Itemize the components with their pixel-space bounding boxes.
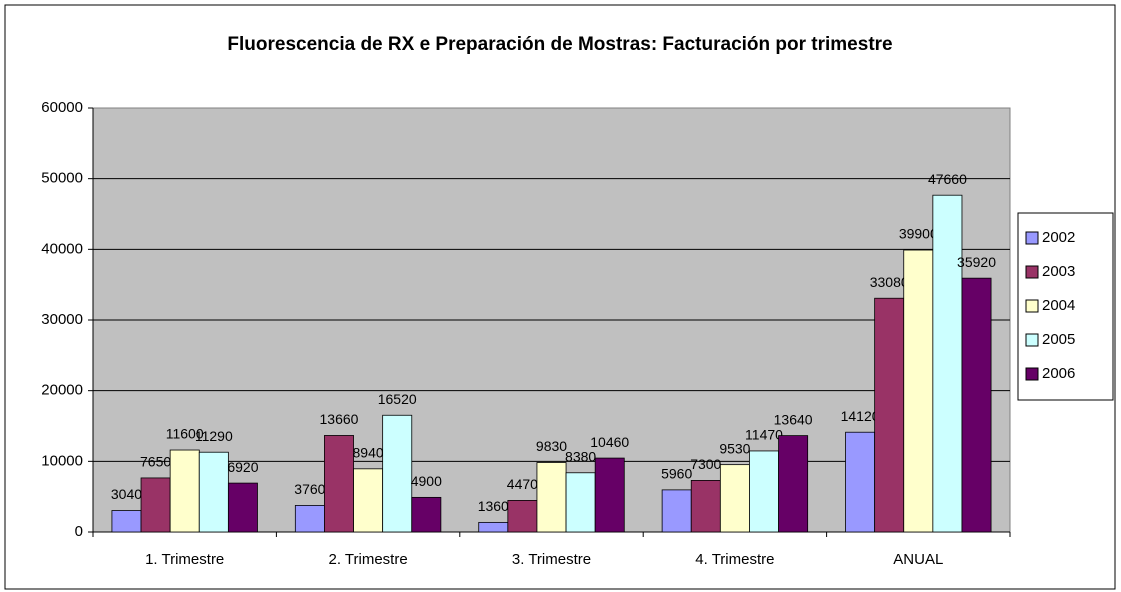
data-label: 3040	[111, 486, 142, 502]
legend-swatch	[1025, 367, 1039, 381]
y-tick-label: 30000	[41, 311, 83, 328]
legend-swatch	[1025, 231, 1039, 245]
legend-swatch	[1025, 265, 1039, 279]
bar	[169, 449, 200, 533]
data-label: 10460	[590, 434, 629, 450]
bar	[111, 510, 142, 533]
legend-label: 2005	[1042, 331, 1075, 348]
bar	[719, 464, 750, 533]
x-tick-label: 2. Trimestre	[329, 551, 408, 568]
bar	[294, 505, 325, 533]
bar	[227, 482, 258, 533]
data-label: 8380	[565, 448, 596, 464]
bar	[661, 489, 692, 533]
data-label: 9830	[536, 438, 567, 454]
data-label: 7300	[690, 456, 721, 472]
legend-swatch	[1025, 299, 1039, 313]
data-label: 8940	[353, 445, 384, 461]
x-tick-label: 1. Trimestre	[145, 551, 224, 568]
bar	[749, 450, 779, 533]
bar	[140, 477, 171, 533]
legend-label: 2003	[1042, 263, 1075, 280]
bar	[778, 435, 809, 533]
data-label: 9530	[719, 440, 750, 456]
bar	[411, 496, 442, 533]
bar	[353, 468, 384, 533]
y-tick-label: 20000	[41, 382, 83, 399]
data-label: 3760	[294, 481, 325, 497]
data-label: 4470	[507, 476, 538, 492]
data-label: 7650	[140, 454, 171, 470]
bar	[198, 451, 229, 533]
y-tick-label: 50000	[41, 170, 83, 187]
data-label: 11600	[166, 426, 204, 442]
legend-label: 2006	[1042, 365, 1075, 382]
data-label: 35920	[957, 254, 996, 270]
bar	[536, 462, 567, 533]
legend-label: 2002	[1042, 229, 1075, 246]
legend-label: 2004	[1042, 297, 1075, 314]
bar	[874, 297, 905, 533]
data-label: 1360	[478, 498, 509, 514]
data-label: 33080	[870, 274, 909, 290]
data-label: 6920	[227, 459, 258, 475]
data-label: 11470	[745, 427, 783, 443]
data-label: 39900	[899, 226, 938, 242]
legend-swatch	[1025, 333, 1039, 347]
bar	[594, 457, 625, 533]
bar	[324, 435, 354, 533]
y-tick-label: 60000	[41, 99, 83, 116]
data-label: 16520	[378, 391, 417, 407]
bar	[961, 277, 992, 533]
bar	[382, 414, 413, 533]
y-tick-label: 10000	[41, 452, 83, 469]
x-tick-label: 4. Trimestre	[695, 551, 774, 568]
bar	[845, 431, 876, 533]
y-tick-label: 40000	[41, 240, 83, 257]
data-label: 5960	[661, 466, 692, 482]
x-tick-label: ANUAL	[893, 551, 943, 568]
y-tick-label: 0	[75, 523, 83, 540]
chart-title: Fluorescencia de RX e Preparación de Mos…	[227, 34, 892, 55]
bar	[478, 521, 509, 533]
data-label: 13660	[320, 411, 359, 427]
bar	[903, 249, 934, 533]
data-label: 4900	[411, 473, 442, 489]
bar	[932, 194, 963, 533]
data-label: 11290	[195, 428, 233, 444]
bar	[565, 472, 596, 533]
bar	[690, 480, 721, 533]
data-label: 47660	[928, 171, 967, 187]
data-label: 13640	[774, 411, 813, 427]
x-tick-label: 3. Trimestre	[512, 551, 591, 568]
data-label: 14120	[841, 408, 880, 424]
bar	[507, 500, 538, 533]
